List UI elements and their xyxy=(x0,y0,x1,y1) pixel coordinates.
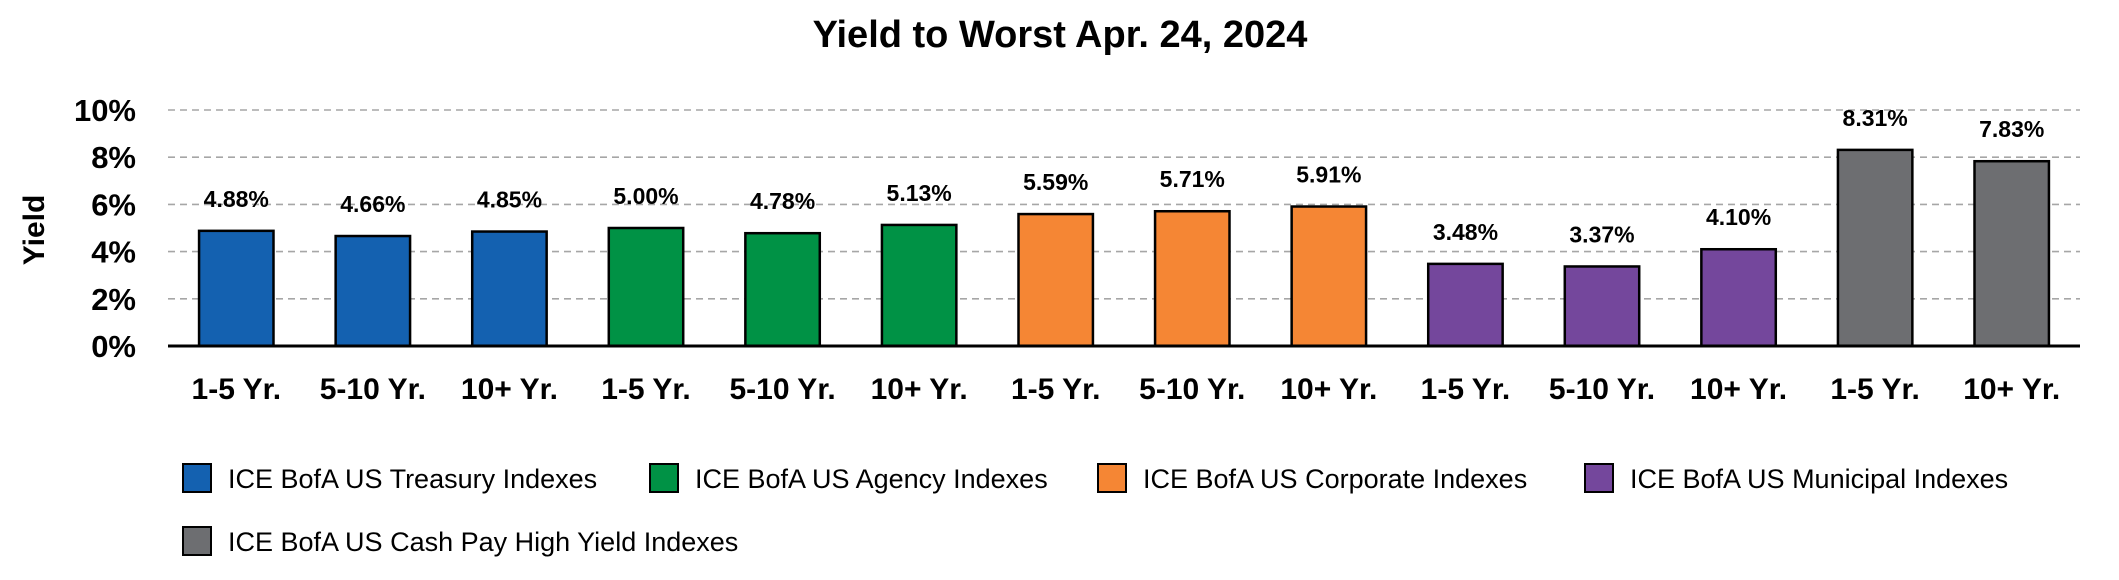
bar xyxy=(1836,148,1914,348)
x-tick-label: 1-5 Yr. xyxy=(1011,373,1101,406)
bar xyxy=(744,231,822,348)
legend-swatch xyxy=(649,463,679,493)
gridlines xyxy=(168,109,2080,300)
y-tick-label: 4% xyxy=(91,235,136,270)
y-tick-label: 10% xyxy=(74,93,136,128)
x-tick-label: 10+ Yr. xyxy=(461,373,558,406)
data-label: 4.10% xyxy=(1706,204,1771,230)
legend: ICE BofA US Treasury Indexes ICE BofA US … xyxy=(182,463,2008,557)
data-label: 7.83% xyxy=(1979,116,2044,142)
data-label: 4.85% xyxy=(477,187,542,213)
data-label: 3.48% xyxy=(1433,219,1498,245)
data-label: 5.59% xyxy=(1023,169,1088,195)
legend-swatch xyxy=(1097,463,1127,493)
y-axis-label: Yield xyxy=(18,195,51,266)
bar xyxy=(1017,212,1095,348)
x-tick-label: 5-10 Yr. xyxy=(1549,373,1655,406)
bar xyxy=(607,226,685,348)
bar xyxy=(1426,262,1504,348)
x-tick-label: 1-5 Yr. xyxy=(1830,373,1920,406)
x-tick-label: 10+ Yr. xyxy=(871,373,968,406)
data-label: 4.88% xyxy=(204,186,269,212)
data-label: 5.13% xyxy=(887,180,952,206)
x-tick-label: 1-5 Yr. xyxy=(192,373,282,406)
x-tick-label: 10+ Yr. xyxy=(1690,373,1787,406)
x-tick-label: 1-5 Yr. xyxy=(1421,373,1511,406)
data-label: 5.00% xyxy=(613,183,678,209)
bar xyxy=(1153,209,1231,348)
y-tick-label: 0% xyxy=(91,329,136,364)
legend-label: ICE BofA US Cash Pay High Yield Indexes xyxy=(228,527,738,557)
legend-swatch xyxy=(1584,463,1614,493)
data-label: 4.66% xyxy=(340,191,405,217)
data-label: 5.91% xyxy=(1296,162,1361,188)
legend-label: ICE BofA US Corporate Indexes xyxy=(1143,464,1527,494)
x-axis-ticks: 1-5 Yr. 5-10 Yr. 10+ Yr. 1-5 Yr. 5-10 Yr. 10+… xyxy=(192,373,2061,406)
legend-label: ICE BofA US Municipal Indexes xyxy=(1630,464,2008,494)
y-axis-ticks: 0% 2% 4% 6% 8% 10% xyxy=(74,93,136,364)
bar xyxy=(334,234,412,348)
bar xyxy=(1973,159,2051,348)
data-label: 4.78% xyxy=(750,188,815,214)
data-label: 8.31% xyxy=(1843,105,1908,131)
x-tick-label: 10+ Yr. xyxy=(1280,373,1377,406)
x-tick-label: 10+ Yr. xyxy=(1963,373,2060,406)
x-tick-label: 1-5 Yr. xyxy=(601,373,691,406)
data-labels: 4.88% 4.66% 4.85% 5.00% 4.78% 5.13% 5.59% 5.71%… xyxy=(204,105,2045,248)
x-tick-label: 5-10 Yr. xyxy=(320,373,426,406)
legend-swatch xyxy=(182,526,212,556)
bar xyxy=(880,223,958,348)
y-tick-label: 2% xyxy=(91,282,136,317)
data-label: 3.37% xyxy=(1569,221,1634,247)
x-tick-label: 5-10 Yr. xyxy=(729,373,835,406)
x-tick-label: 5-10 Yr. xyxy=(1139,373,1245,406)
y-tick-label: 6% xyxy=(91,187,136,222)
legend-swatch xyxy=(182,463,212,493)
legend-label: ICE BofA US Treasury Indexes xyxy=(228,464,597,494)
bar xyxy=(1290,205,1368,348)
chart-title: Yield to Worst Apr. 24, 2024 xyxy=(813,14,1308,56)
bar xyxy=(1700,247,1778,348)
bars xyxy=(197,148,2051,348)
y-tick-label: 8% xyxy=(91,140,136,175)
data-label: 5.71% xyxy=(1160,166,1225,192)
legend-label: ICE BofA US Agency Indexes xyxy=(695,464,1048,494)
bar xyxy=(197,229,275,348)
bar xyxy=(470,230,548,348)
bar xyxy=(1563,265,1641,348)
